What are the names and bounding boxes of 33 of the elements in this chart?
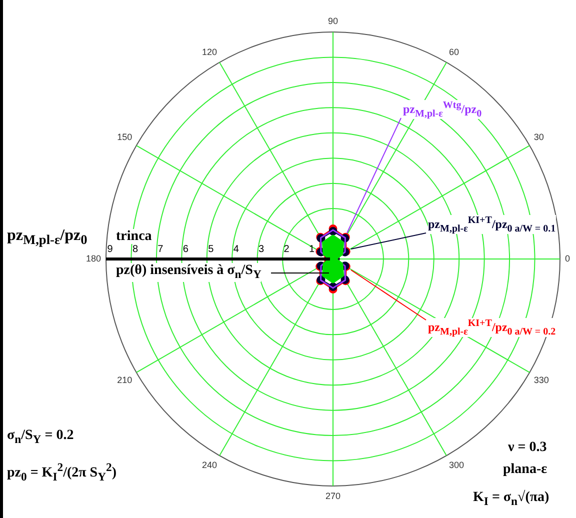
spoke-label: 120 — [202, 47, 218, 58]
y-tick-label: 2 — [284, 244, 290, 255]
category-label: 0 — [564, 253, 570, 264]
text: pz$_{M,pl-ε}$$^{KI+T}$/pz$_{0 a/W = 0.1}$ — [428, 215, 556, 234]
y-tick-label: 4 — [233, 244, 240, 255]
y-tick-label: 6 — [182, 244, 189, 255]
y-tick-label: 1 — [309, 244, 315, 255]
text: pz$_{0}$ = K$_{I}$$^{2}$/(2π S$_{Y}$$^{2}$) — [7, 461, 117, 484]
spoke-label: 150 — [117, 132, 132, 142]
spoke-label: 240 — [202, 460, 218, 470]
y-tick-label: 3 — [258, 244, 265, 255]
y-tick-label: 8 — [132, 244, 138, 255]
y-tick-label: 7 — [158, 244, 164, 255]
spoke-label: 270 — [325, 490, 341, 501]
text: K$_{I}$ = σ$_{n}$√(πa) — [473, 490, 550, 509]
text: ν = 0.3 — [508, 440, 547, 456]
text: plana-ε — [503, 462, 548, 478]
text: trinca — [116, 229, 152, 244]
y-tick-label: 5 — [208, 244, 214, 255]
text: σ$_{n}$/S$_{Y}$ = 0.2 — [7, 428, 74, 447]
spoke-label: 210 — [117, 374, 132, 385]
text: pz$_{M,pl-ε}$$^{KI+T}$/pz$_{0 a/W = 0.2}$ — [428, 318, 556, 338]
text: pz$_{M,pl-ε}$/pz$_{0}$ — [7, 227, 88, 248]
text: pz(θ) insensíveis à σ$_{n}$/S$_{Y}$ — [116, 263, 262, 282]
text: pz$_{M,pl-ε}$$^{Wtg}$/pz — [403, 100, 477, 120]
spoke-label: 0 — [476, 108, 482, 120]
spoke-label: 180 — [86, 253, 102, 264]
spoke-label: 60 — [448, 47, 460, 58]
spoke-label: 90 — [328, 16, 338, 26]
spoke-label: 300 — [448, 460, 464, 470]
y-tick-label: 9 — [107, 244, 114, 255]
spoke-label: 330 — [534, 374, 549, 385]
spoke-label: 30 — [534, 132, 544, 142]
